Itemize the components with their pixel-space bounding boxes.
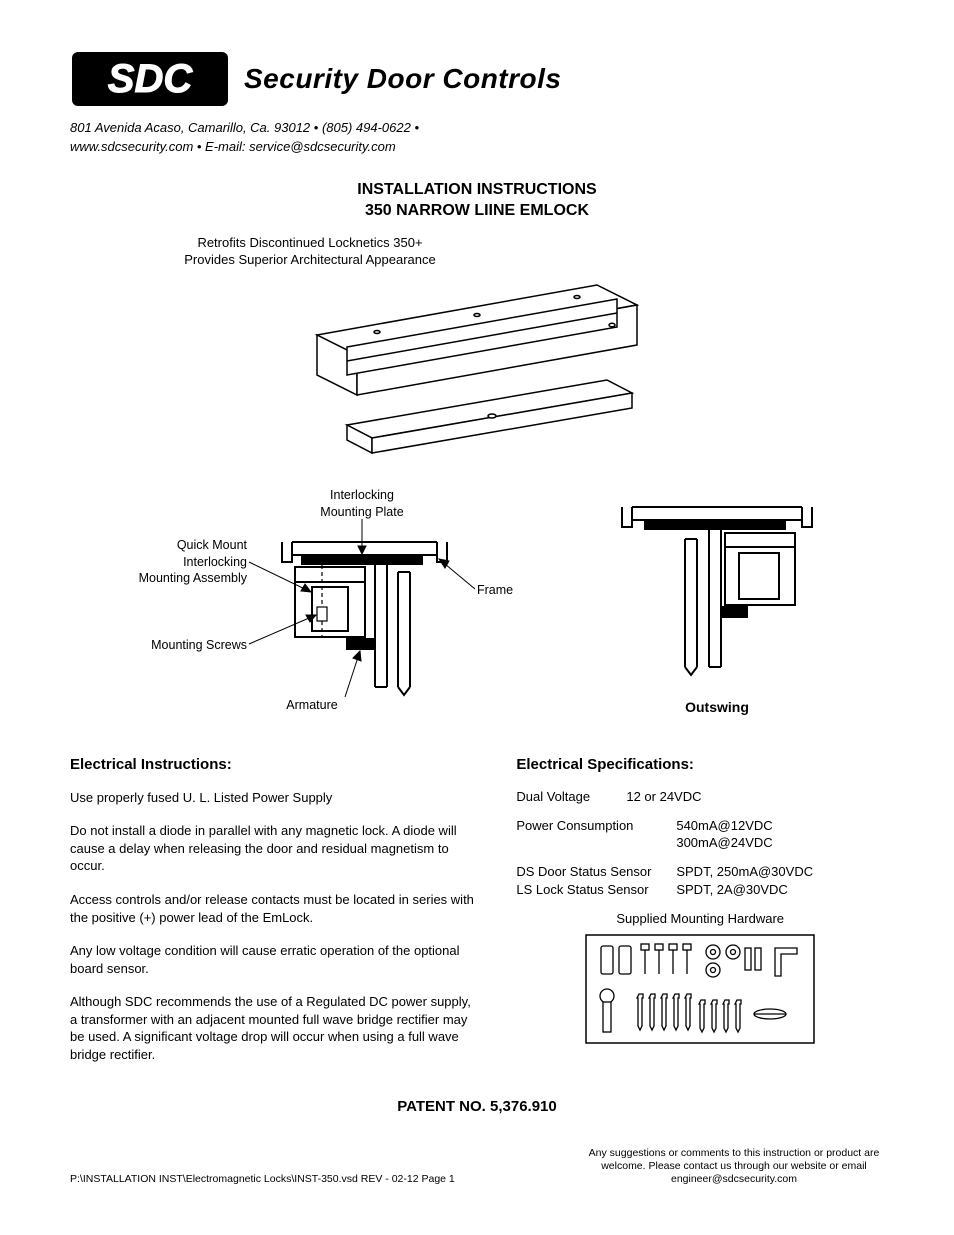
instr-p1: Use properly fused U. L. Listed Power Su… [70, 789, 476, 807]
mounting-diagram: Interlocking Mounting Plate Quick Mount … [117, 487, 537, 727]
product-figure [70, 275, 884, 469]
spec-row: Power Consumption 540mA@12VDC 300mA@24VD… [516, 818, 884, 852]
diagram-row: Interlocking Mounting Plate Quick Mount … [70, 487, 884, 727]
address-line: 801 Avenida Acaso, Camarillo, Ca. 93012 … [70, 120, 884, 137]
logo-row: SDC Security Door Controls [70, 50, 884, 108]
spec-value: SPDT, 250mA@30VDC [676, 864, 813, 881]
title-block: INSTALLATION INSTRUCTIONS 350 NARROW LII… [70, 180, 884, 222]
emlock-drawing-icon [277, 275, 677, 465]
footer-right: Any suggestions or comments to this inst… [584, 1147, 884, 1186]
spec-row: LS Lock Status Sensor SPDT, 2A@30VDC [516, 882, 884, 899]
instr-p5: Although SDC recommends the use of a Reg… [70, 993, 476, 1063]
title-line-2: 350 NARROW LIINE EMLOCK [70, 201, 884, 222]
hardware-drawing-icon [585, 934, 815, 1044]
spec-row: Dual Voltage 12 or 24VDC [516, 789, 884, 806]
outswing-caption: Outswing [597, 698, 837, 716]
sdc-logo-icon: SDC [70, 50, 230, 108]
spec-label: DS Door Status Sensor [516, 864, 676, 881]
web-line: www.sdcsecurity.com • E-mail: service@sd… [70, 139, 884, 156]
retrofit-l2: Provides Superior Architectural Appearan… [130, 252, 490, 269]
title-line-1: INSTALLATION INSTRUCTIONS [70, 180, 884, 201]
spec-value: 540mA@12VDC 300mA@24VDC [676, 818, 772, 852]
header: SDC Security Door Controls 801 Avenida A… [70, 50, 884, 156]
instructions-heading: Electrical Instructions: [70, 755, 476, 775]
footer-left: P:\INSTALLATION INST\Electromagnetic Loc… [70, 1173, 455, 1187]
brand-text: Security Door Controls [244, 61, 561, 97]
specs-column: Electrical Specifications: Dual Voltage … [516, 755, 884, 1079]
instr-p3: Access controls and/or release contacts … [70, 891, 476, 926]
spec-label: Power Consumption [516, 818, 676, 852]
mounting-diagram-svg-icon [117, 487, 537, 717]
outswing-diagram: Outswing [597, 487, 837, 727]
spec-value: SPDT, 2A@30VDC [676, 882, 787, 899]
spec-label: LS Lock Status Sensor [516, 882, 676, 899]
patent-number: PATENT NO. 5,376.910 [70, 1097, 884, 1117]
retrofit-note: Retrofits Discontinued Locknetics 350+ P… [130, 235, 490, 269]
spec-value: 12 or 24VDC [626, 789, 701, 806]
spec-row: DS Door Status Sensor SPDT, 250mA@30VDC [516, 864, 884, 881]
instr-p4: Any low voltage condition will cause err… [70, 942, 476, 977]
hardware-box [516, 934, 884, 1048]
instr-p2: Do not install a diode in parallel with … [70, 822, 476, 875]
specs-heading: Electrical Specifications: [516, 755, 884, 775]
footer: P:\INSTALLATION INST\Electromagnetic Loc… [70, 1147, 884, 1186]
spec-label: Dual Voltage [516, 789, 626, 806]
instructions-column: Electrical Instructions: Use properly fu… [70, 755, 476, 1079]
retrofit-l1: Retrofits Discontinued Locknetics 350+ [130, 235, 490, 252]
outswing-svg-icon [597, 487, 837, 687]
lower-section: Electrical Instructions: Use properly fu… [70, 755, 884, 1079]
svg-text:SDC: SDC [108, 57, 194, 101]
hardware-heading: Supplied Mounting Hardware [516, 911, 884, 928]
